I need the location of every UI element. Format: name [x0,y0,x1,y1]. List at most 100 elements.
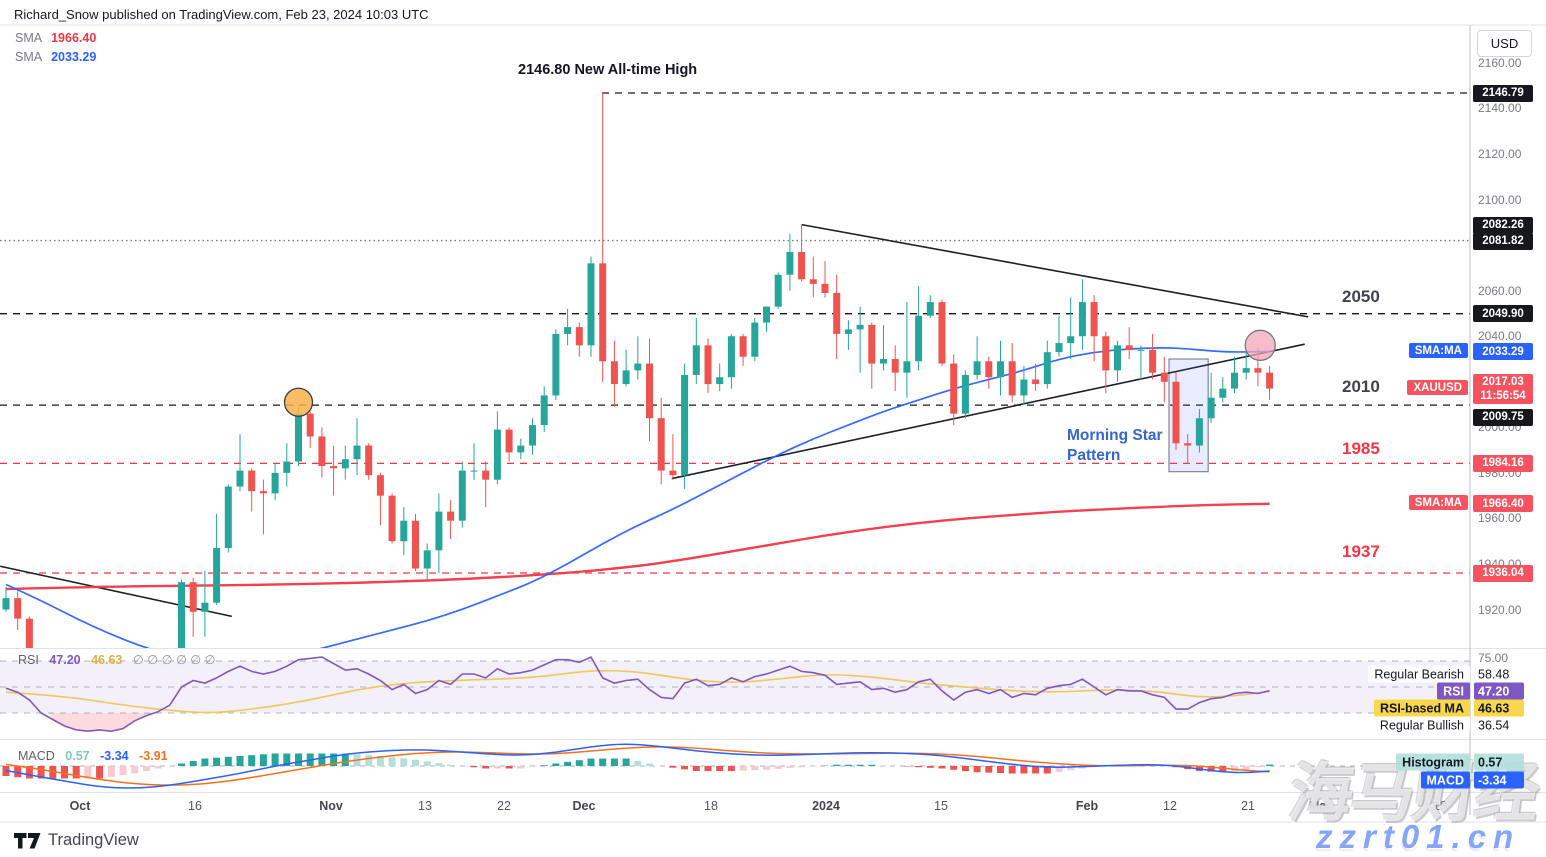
rsi-value: 47.20 [49,653,81,667]
legend-sma-fast[interactable]: SMA 2033.29 [15,50,96,64]
candle-body [727,336,735,378]
time-label-Feb: Feb [1075,799,1099,813]
price-tick: 2120.00 [1478,147,1522,162]
candle-body [1266,372,1274,389]
rsi-header[interactable]: RSI 47.20 46.63 ∅ ∅ ∅ ∅ ∅ ∅ [18,652,216,667]
price-tick: 1920.00 [1478,602,1522,617]
candle-body [84,819,91,830]
candle-body [388,495,396,542]
macd-line-value: -3.34 [100,749,129,763]
macd-bar [903,766,911,767]
candle-body [646,363,653,419]
candle-body [353,445,361,460]
candle-body [1137,349,1145,351]
time-label-2024: 2024 [812,799,840,813]
orange-circle [283,387,314,417]
candle-body [2,598,10,610]
macd-bar [1043,766,1051,774]
macd-bar [1219,766,1227,773]
legend-sma-slow[interactable]: SMA 1966.40 [15,31,96,45]
time-label-22: 22 [497,799,511,813]
candle-body [14,598,22,619]
macd-bar [131,766,139,774]
macd-bar [868,764,876,766]
macd-bar [575,760,583,766]
rsi-oversold-fill [48,713,151,732]
time-label-Dec: Dec [572,799,596,813]
series-tag-SMA:MA: SMA:MA [1408,343,1468,358]
price-panel [0,92,1470,830]
candle-body [236,470,244,487]
macd-hist-value: 0.57 [65,749,90,763]
candle-body [704,345,712,385]
candle-body [692,345,700,375]
candle-body [564,327,572,334]
currency-toggle-button[interactable]: USD [1477,30,1532,57]
rsi-value-46.63: 46.63 [1474,699,1524,717]
all-time-high-annotation: 2146.80 New All-time High [518,62,698,78]
rsi-title: RSI [18,653,39,667]
candle-body [529,425,536,446]
rsi-label-Regular Bearish: Regular Bearish [1368,665,1470,683]
macd-bar [1067,766,1075,771]
macd-bar [447,764,455,766]
candle-body [1207,397,1215,419]
macd-bar [271,753,279,766]
candle-body [318,436,326,467]
candle-body [423,550,431,569]
macd-bar [388,757,396,766]
candle-body [306,413,314,437]
macd-bar [283,753,291,766]
time-label-18: 18 [704,799,718,813]
price-tick: 2140.00 [1478,101,1522,116]
macd-bar [14,766,22,778]
price-tick: 2060.00 [1478,283,1522,298]
candle-body [669,470,677,476]
macd-bar [540,765,548,766]
series-tag-SMA:MA: SMA:MA [1408,495,1468,511]
macd-bar [692,766,700,771]
macd-signal-value: -3.91 [139,749,168,763]
rsi-label-RSI: RSI [1437,682,1470,700]
candle-body [1231,372,1238,389]
sma-slow-value: 1966.40 [51,31,97,45]
macd-bar [880,765,887,766]
candle-body [470,470,478,472]
candle-body [880,358,887,364]
time-label-12: 12 [1163,799,1177,813]
macd-bar [37,766,45,779]
price-tick: 2100.00 [1478,192,1522,207]
pink-circle [1244,329,1276,361]
macd-bar [142,766,150,771]
macd-bar [973,766,981,773]
macd-value-0.57: 0.57 [1474,753,1524,771]
tradingview-logo-text: TradingView [48,831,139,849]
macd-bar [84,766,92,779]
candle-body [224,486,232,549]
rsi-label-Regular Bullish: Regular Bullish [1373,716,1470,734]
sma-200-line [5,502,1270,591]
candle-body [1032,379,1040,385]
rsi-panel [0,656,1470,733]
macd-bar [622,758,630,766]
macd-bar [61,766,68,779]
macd-bar [669,766,677,768]
candle-body [540,395,548,426]
macd-bar [341,753,349,766]
tradingview-logo[interactable]: TradingView [14,831,139,850]
price-tick: 2040.00 [1478,329,1522,344]
candle-body [903,361,911,373]
candle-body [166,714,173,725]
candle-body [891,358,899,373]
macd-bar [1266,764,1274,766]
macd-header[interactable]: MACD 0.57 -3.34 -3.91 [18,749,168,763]
macd-bar [423,761,431,766]
macd-bar [493,766,501,769]
macd-bar [751,766,759,771]
candle-body [1090,302,1098,337]
time-label-16: 16 [188,799,202,813]
rsi-value-47.20: 47.20 [1474,682,1524,700]
macd-bar [997,766,1004,774]
candle-body [1043,352,1051,385]
rsi-tick-75: 75.00 [1478,651,1509,665]
